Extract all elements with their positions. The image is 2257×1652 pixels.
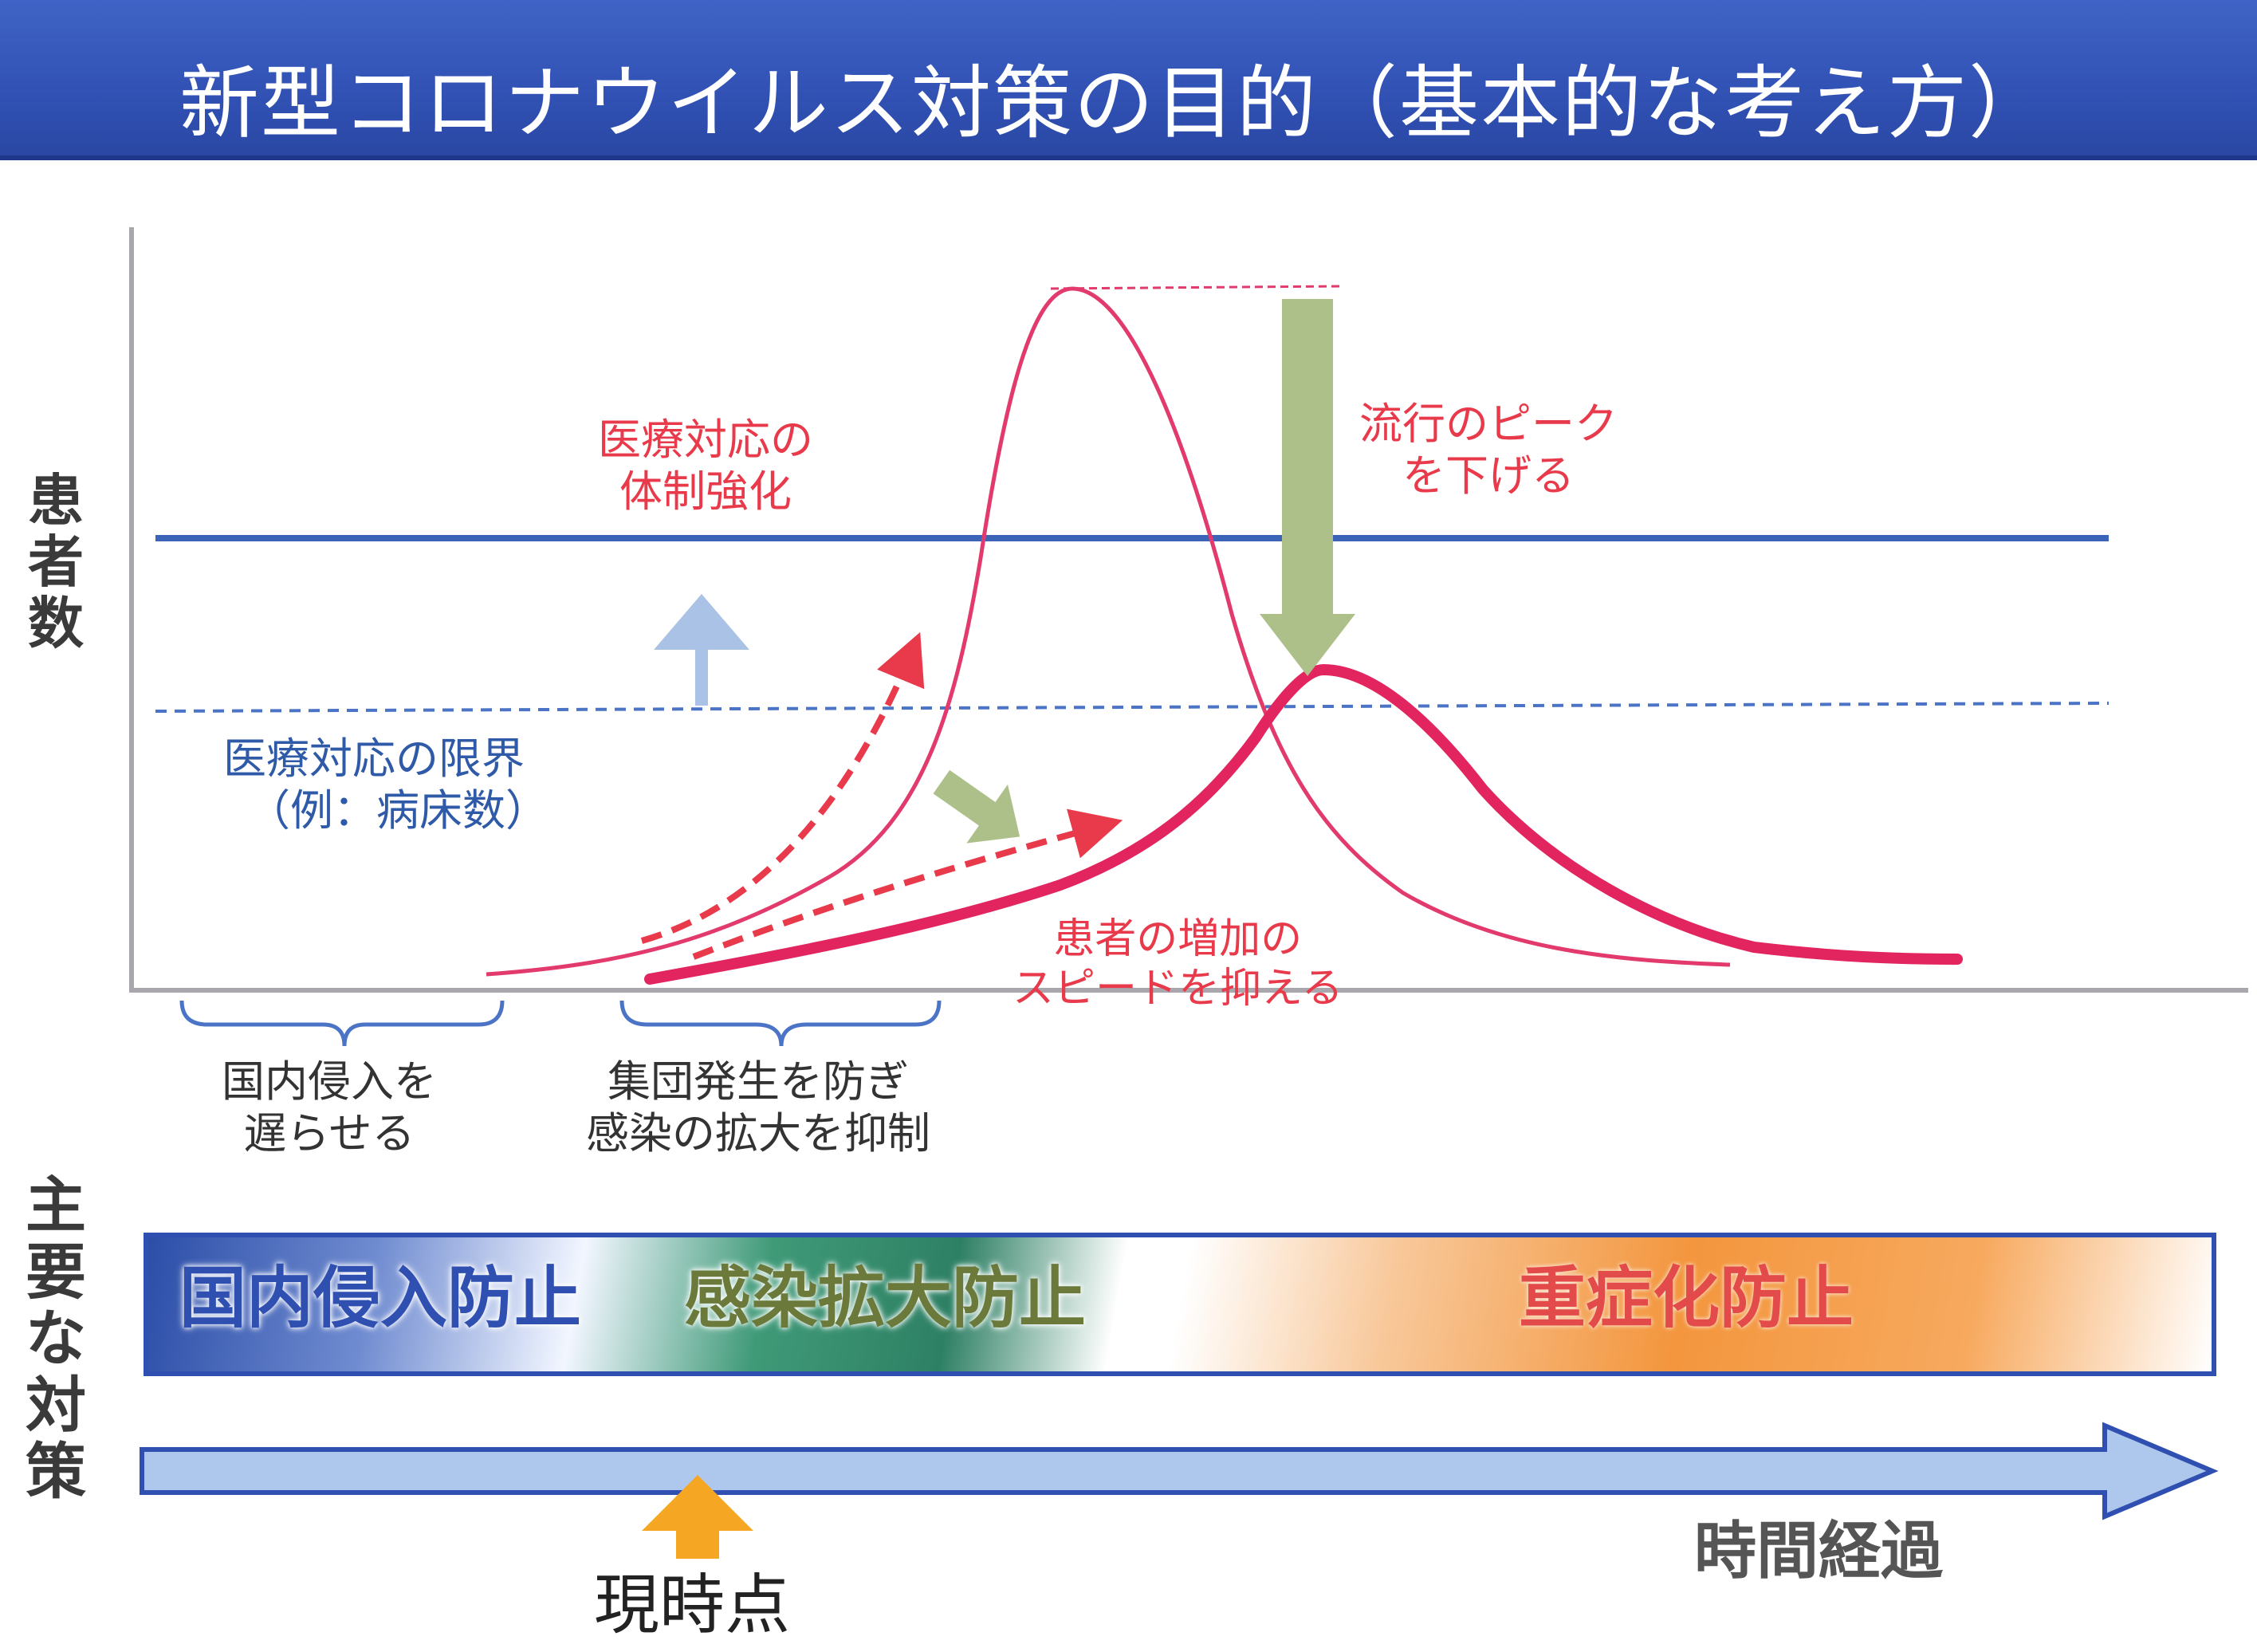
capacity-limit-label: 医療対応の限界 （例：病床数） <box>223 734 549 836</box>
brace-delay-entry <box>179 1000 505 1047</box>
flatten-arrow <box>933 769 1020 844</box>
time-label: 時間経過 <box>1694 1516 1944 1587</box>
lower-peak-label: 流行のピーク を下げる <box>1359 399 1618 501</box>
capacity-strengthening-label: 医療対応の 体制強化 <box>598 415 813 517</box>
current-point-label: 現時点 <box>594 1567 791 1643</box>
main-measures-bar <box>144 1233 2216 1376</box>
measure-block-spread: 感染拡大防止 <box>684 1259 1087 1337</box>
controlled-outbreak-curve <box>644 663 1963 985</box>
capacity-up-arrow <box>654 594 749 706</box>
y-axis-label: 患 者 数 <box>28 468 84 656</box>
brace-prevent-clusters <box>619 1000 942 1047</box>
page-title: 新型コロナウイルス対策の目的（基本的な考え方） <box>179 57 2050 150</box>
peak-marker-line <box>1050 285 1340 290</box>
steep-rise-arrow <box>640 631 925 944</box>
slow-increase-label: 患者の増加の スピードを抑える <box>1013 915 1343 1013</box>
measures-axis-label: 主 要 な 対 策 <box>26 1170 86 1508</box>
title-bar: 新型コロナウイルス対策の目的（基本的な考え方） <box>0 0 2257 160</box>
prevent-clusters-label: 集団発生を防ぎ 感染の拡大を抑制 <box>586 1056 930 1158</box>
time-axis-arrow <box>140 1422 2219 1520</box>
measure-block-severe: 重症化防止 <box>1519 1259 1854 1337</box>
uncontrolled-outbreak-curve <box>486 286 1731 977</box>
capacity-limit-line <box>155 702 2110 713</box>
measure-block-entry: 国内侵入防止 <box>179 1259 582 1337</box>
delay-entry-label: 国内侵入を 遅らせる <box>222 1056 437 1158</box>
current-point-arrow <box>642 1475 753 1559</box>
lower-peak-arrow <box>1260 299 1355 676</box>
